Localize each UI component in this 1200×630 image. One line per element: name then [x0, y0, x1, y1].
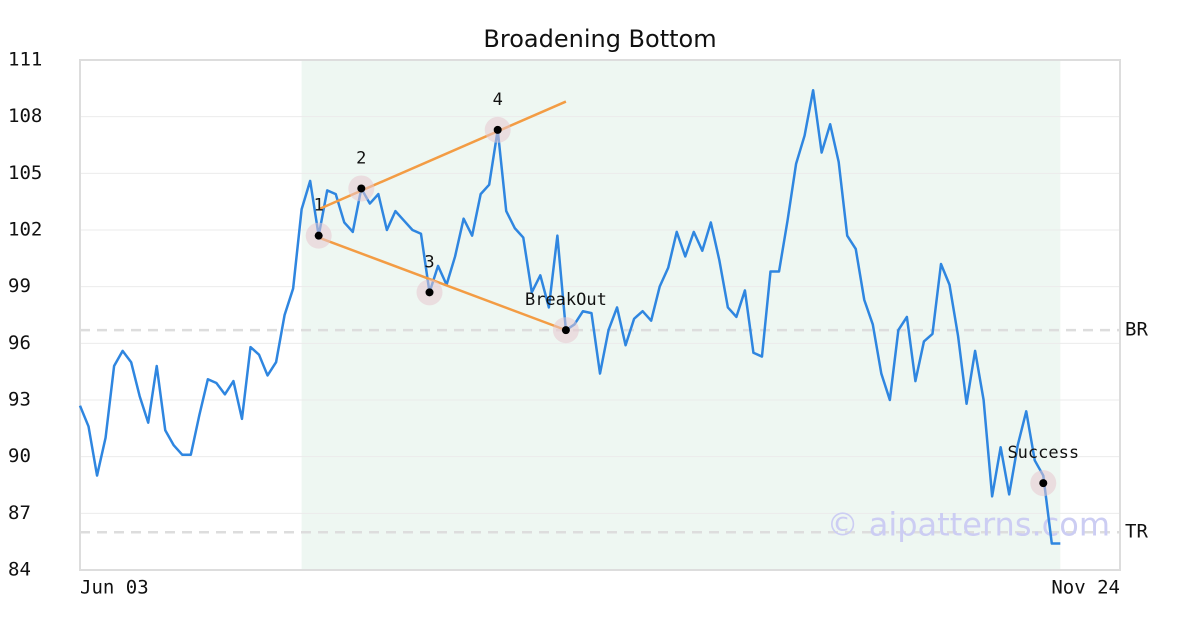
pattern-zone: [301, 60, 1061, 570]
level-label: TR: [1125, 521, 1148, 543]
x-tick-label: Jun 03: [80, 577, 149, 599]
marker-dot: [425, 288, 434, 297]
plot-frame: [79, 59, 1121, 571]
marker-dot: [314, 231, 323, 240]
annotation-label: 2: [356, 148, 366, 168]
annotation-label: 4: [493, 90, 503, 110]
y-tick-label: 87: [8, 502, 31, 524]
x-tick-label: Nov 24: [1051, 577, 1120, 599]
marker-dot: [1039, 479, 1048, 488]
chart-title: Broadening Bottom: [483, 25, 716, 53]
y-tick-label: 102: [8, 219, 42, 241]
marker-dot: [561, 326, 570, 335]
y-tick-label: 96: [8, 332, 31, 354]
annotation-label: 1: [314, 196, 324, 216]
watermark: © aipatterns.com: [827, 506, 1110, 544]
y-tick-label: 90: [8, 445, 31, 467]
annotation-label: BreakOut: [525, 290, 607, 310]
annotation-label: 3: [424, 252, 434, 272]
marker-dot: [357, 184, 366, 193]
trend-line: [318, 236, 567, 332]
y-tick-label: 93: [8, 389, 31, 411]
y-tick-label: 84: [8, 559, 31, 581]
marker-dot: [493, 125, 502, 134]
y-tick-label: 105: [8, 162, 42, 184]
y-tick-label: 99: [8, 275, 31, 297]
annotation-label: Success: [1007, 443, 1079, 463]
y-tick-label: 108: [8, 105, 42, 127]
y-tick-label: 111: [8, 49, 42, 71]
level-label: BR: [1125, 319, 1148, 341]
